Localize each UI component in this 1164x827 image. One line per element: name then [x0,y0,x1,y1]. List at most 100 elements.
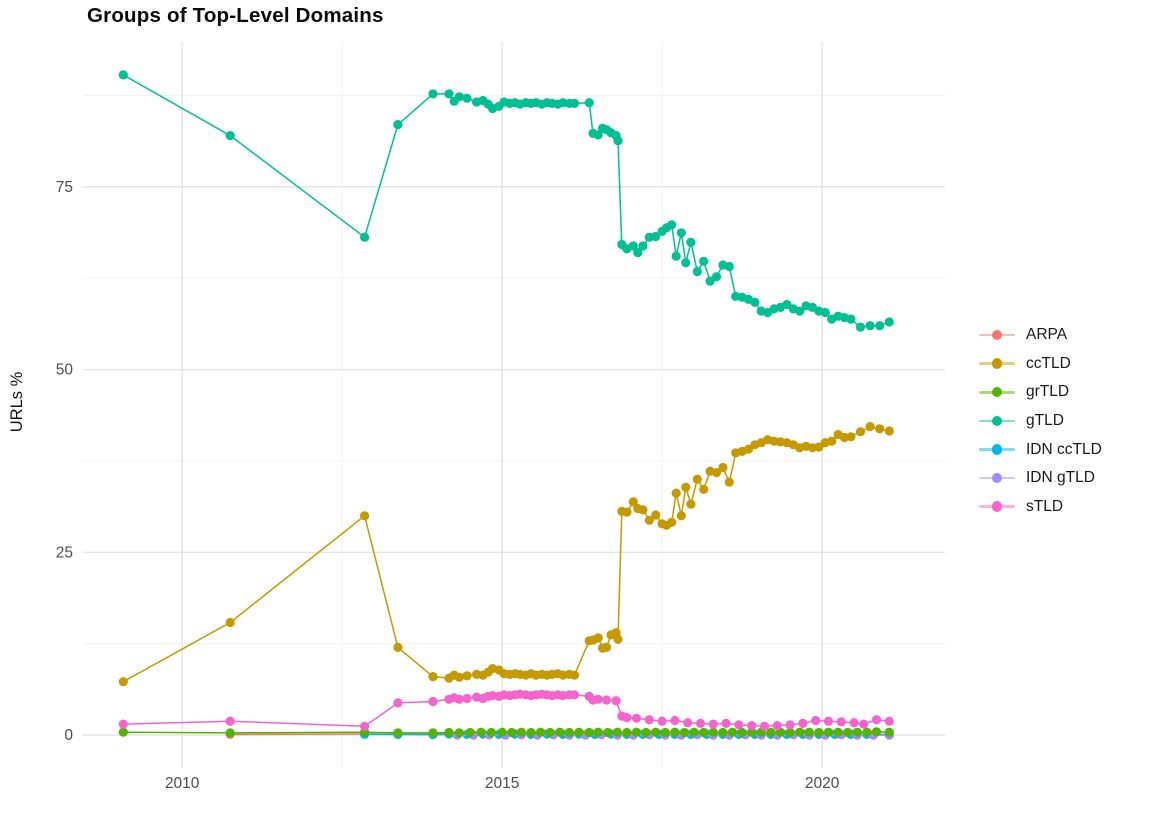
data-point [631,727,642,737]
data-point [679,727,690,738]
data-point [601,642,612,653]
data-point [727,727,738,737]
data-point [574,727,584,737]
data-point [823,716,834,726]
legend-label: sTLD [1026,497,1064,515]
data-point [692,267,702,277]
data-point [772,721,782,731]
data-point [601,695,612,705]
data-point [849,718,859,728]
data-point [875,321,885,331]
y-tick-label: 75 [56,179,73,196]
legend-item-cctld: ccTLD [979,350,1102,379]
legend-key-line-dot-icon [979,356,1015,372]
data-point [884,426,894,436]
legend: ARPA ccTLD grTLD gTLD IDN ccTLD IDN gTLD… [979,321,1102,521]
data-point [667,517,677,527]
data-point [855,427,866,437]
data-point [823,727,834,737]
data-point [683,718,693,728]
data-point [428,89,438,99]
data-point [724,477,734,487]
gridlines-major [83,42,945,768]
legend-label: IDN gTLD [1026,469,1095,487]
legend-key-line-dot-icon [979,442,1015,458]
legend-key-line-dot-icon [979,470,1015,486]
data-point [846,432,856,442]
data-point [476,727,486,737]
data-point [747,727,757,737]
data-point [444,727,454,738]
data-point [118,677,128,687]
data-point [428,672,438,682]
data-point [833,727,843,737]
data-point [721,718,731,729]
data-point [454,728,464,738]
data-point [569,690,580,700]
data-point [859,719,869,729]
data-point [536,727,546,737]
x-tick-label: 2020 [805,775,840,792]
data-point [671,251,681,261]
data-point [516,727,527,737]
x-tick-label: 2015 [485,775,519,792]
data-point [462,671,472,681]
data-point [612,727,623,737]
data-point [633,248,643,258]
data-point [644,715,654,725]
data-point [846,314,856,324]
data-point [393,642,403,653]
data-point [622,507,632,517]
data-point [454,672,464,682]
data-point [657,716,667,726]
x-tick-label: 2010 [165,775,200,792]
data-point [497,727,507,737]
legend-item-idn-gtld: IDN gTLD [979,464,1102,493]
data-point [814,727,824,738]
data-point [852,727,862,737]
data-point [622,713,632,723]
data-point [641,727,651,738]
data-point [865,422,875,432]
series-line [122,693,891,728]
data-point [699,256,709,266]
legend-key-line-dot-icon [979,327,1015,343]
data-point [670,727,680,737]
data-point [651,231,661,242]
data-point [667,220,677,230]
data-point [711,468,722,478]
data-point [681,482,691,492]
data-point [884,716,894,726]
data-point [718,462,728,473]
data-point [660,727,670,738]
data-point [454,694,464,704]
data-point [811,715,821,726]
series-stld [118,689,894,731]
data-point [593,727,603,737]
data-point [884,727,894,737]
legend-label: ARPA [1026,326,1068,344]
data-point [676,228,686,238]
legend-item-stld: sTLD [979,493,1102,522]
data-point [393,728,403,738]
data-point [759,721,770,731]
legend-item-idn-cctld: IDN ccTLD [979,435,1102,464]
data-point [651,510,661,520]
data-point [622,727,632,738]
data-point [462,693,472,704]
data-point [118,727,128,737]
axis-tick-labels: 2010 2015 2020 0 25 50 75 [56,179,840,792]
series-gtld [118,70,894,332]
data-point [750,297,760,307]
data-point [638,505,648,515]
data-point [593,633,603,643]
legend-label: grTLD [1026,383,1070,401]
data-point [593,694,603,704]
data-point [545,727,555,738]
data-point [628,241,638,251]
data-point [584,727,594,738]
data-point [782,299,792,310]
data-point [737,727,747,738]
